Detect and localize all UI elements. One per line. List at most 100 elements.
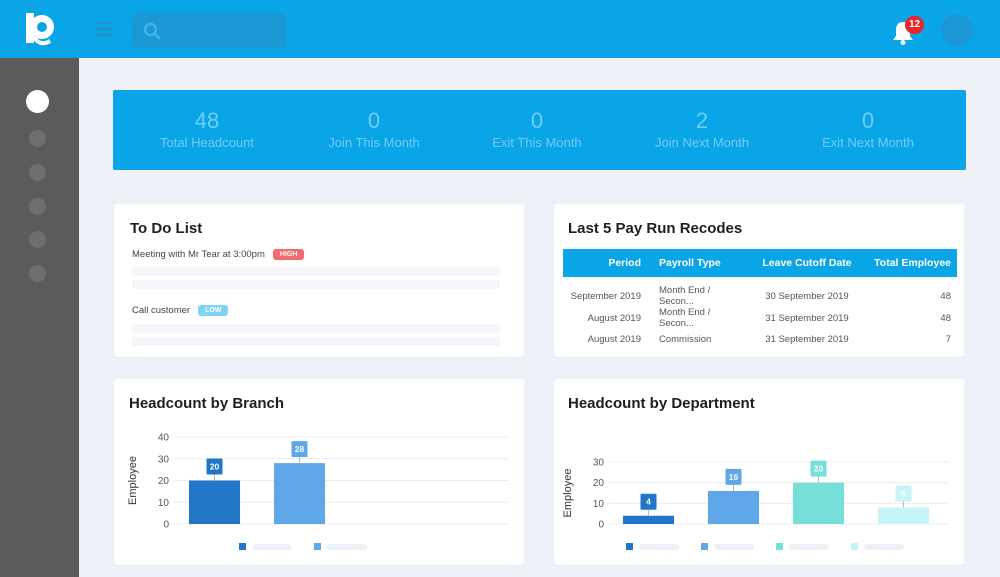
payrun-card: Last 5 Pay Run Recodes Period Payroll Ty… xyxy=(554,204,964,357)
search-input[interactable] xyxy=(132,13,286,48)
sidebar-item[interactable] xyxy=(29,198,46,215)
y-tick-label: 10 xyxy=(593,499,605,510)
branch-bar-chart: 0 10 20 30 40 Employee 20 28 xyxy=(127,433,509,550)
y-axis-label: Employee xyxy=(562,469,574,518)
todo-text: Meeting with Mr Tear at 3:00pm xyxy=(132,249,265,261)
cell-payroll-type: Month End / Secon... xyxy=(659,307,711,329)
y-tick-label: 30 xyxy=(158,454,170,465)
table-row[interactable]: August 2019 Commission 31 September 2019… xyxy=(563,329,957,350)
table-row[interactable]: August 2019 Month End / Secon... 31 Sept… xyxy=(563,307,957,329)
sidebar-item[interactable] xyxy=(29,130,46,147)
stat-join-next-month: 2 Join Next Month xyxy=(617,108,787,152)
payrun-table: Period Payroll Type Leave Cutoff Date To… xyxy=(563,249,957,350)
search-icon xyxy=(143,22,161,40)
sidebar-item[interactable] xyxy=(29,265,46,282)
column-header-period[interactable]: Period xyxy=(563,249,647,277)
legend-label-placeholder xyxy=(252,544,292,550)
column-header-total-employee[interactable]: Total Employee xyxy=(863,249,957,277)
data-label-box xyxy=(291,441,308,458)
card-title: Headcount by Branch xyxy=(129,395,285,412)
legend-label-placeholder xyxy=(864,544,904,550)
stat-join-this-month: 0 Join This Month xyxy=(289,108,459,152)
column-header-payroll-type[interactable]: Payroll Type xyxy=(647,249,751,277)
legend-swatch xyxy=(314,543,321,550)
stat-label: Exit Next Month xyxy=(822,135,914,150)
bar xyxy=(623,515,674,524)
y-tick-label: 30 xyxy=(593,458,605,469)
top-bar: 12 xyxy=(0,0,1000,58)
department-bar-chart: 0 10 20 30 Employee 4 16 20 8 xyxy=(562,458,949,550)
data-label-box xyxy=(810,460,827,477)
legend-swatch xyxy=(776,543,783,550)
column-header-leave-cutoff-date[interactable]: Leave Cutoff Date xyxy=(751,249,863,277)
stat-value: 0 xyxy=(861,108,875,133)
branch-chart-card: Headcount by Branch 0 10 20 30 40 Employee 20 2… xyxy=(114,379,524,565)
cell-period: September 2019 xyxy=(570,290,641,302)
legend-label-placeholder xyxy=(327,544,367,550)
cell-total-employee: 7 xyxy=(945,333,951,345)
sidebar-item[interactable] xyxy=(29,231,46,248)
stat-value: 48 xyxy=(194,108,220,133)
legend-swatch xyxy=(701,543,708,550)
menu-icon[interactable] xyxy=(96,22,114,36)
data-label-box xyxy=(206,458,223,475)
bar xyxy=(708,490,759,524)
table-row[interactable]: September 2019 Month End / Secon... 30 S… xyxy=(563,277,957,307)
data-label: 8 xyxy=(901,488,906,498)
cell-total-employee: 48 xyxy=(940,312,951,324)
data-label-box xyxy=(725,468,742,485)
sidebar-item[interactable] xyxy=(29,164,46,181)
bar xyxy=(878,507,929,524)
card-title: Last 5 Pay Run Recodes xyxy=(568,220,743,237)
card-title: To Do List xyxy=(130,220,203,237)
stat-label: Join Next Month xyxy=(655,135,749,150)
legend-swatch xyxy=(851,543,858,550)
sidebar-item-dashboard[interactable] xyxy=(26,90,49,113)
y-tick-label: 0 xyxy=(598,520,604,531)
cell-payroll-type: Month End / Secon... xyxy=(659,285,711,307)
bar xyxy=(793,482,844,524)
todo-text: Call customer xyxy=(132,305,191,317)
y-tick-label: 40 xyxy=(158,433,170,444)
todo-card: To Do List Meeting with Mr Tear at 3:00p… xyxy=(114,204,524,357)
y-tick-label: 20 xyxy=(158,476,170,487)
legend-swatch xyxy=(626,543,633,550)
stat-label: Exit This Month xyxy=(492,135,582,150)
y-tick-label: 10 xyxy=(158,498,170,509)
data-label: 20 xyxy=(814,464,824,474)
data-label: 20 xyxy=(210,462,220,472)
stat-value: 0 xyxy=(367,108,381,133)
bar xyxy=(189,480,240,524)
bar xyxy=(274,463,325,524)
sidebar xyxy=(0,58,79,577)
notification-badge: 12 xyxy=(905,16,925,34)
stat-label: Total Headcount xyxy=(160,135,254,150)
legend-swatch xyxy=(239,543,246,550)
cell-payroll-type: Commission xyxy=(659,333,712,345)
legend-label-placeholder xyxy=(714,544,754,550)
legend-label-placeholder xyxy=(639,544,679,550)
priority-tag-low: LOW xyxy=(198,305,229,316)
cell-leave-cutoff-date: 31 September 2019 xyxy=(765,312,849,324)
todo-item[interactable]: Call customer LOW xyxy=(132,305,229,317)
cell-leave-cutoff-date: 30 September 2019 xyxy=(765,290,849,302)
todo-placeholder-line xyxy=(132,324,500,333)
data-label-box xyxy=(640,493,657,510)
todo-item[interactable]: Meeting with Mr Tear at 3:00pm HIGH xyxy=(132,249,305,261)
department-chart-card: Headcount by Department 0 10 20 30 Employee 4… xyxy=(554,379,964,565)
todo-placeholder-line xyxy=(132,267,500,276)
priority-tag-high: HIGH xyxy=(272,249,305,260)
avatar[interactable] xyxy=(941,14,973,46)
data-label: 4 xyxy=(646,497,651,507)
cell-period: August 2019 xyxy=(587,312,641,324)
stat-value: 0 xyxy=(530,108,544,133)
stat-exit-this-month: 0 Exit This Month xyxy=(452,108,622,152)
todo-placeholder-line xyxy=(132,280,500,289)
card-title: Headcount by Department xyxy=(568,395,755,412)
logo-icon[interactable] xyxy=(22,11,58,51)
cell-total-employee: 48 xyxy=(940,290,951,302)
cell-period: August 2019 xyxy=(587,333,641,345)
stat-exit-next-month: 0 Exit Next Month xyxy=(783,108,953,152)
data-label: 28 xyxy=(295,444,305,454)
cell-leave-cutoff-date: 31 September 2019 xyxy=(765,333,849,345)
